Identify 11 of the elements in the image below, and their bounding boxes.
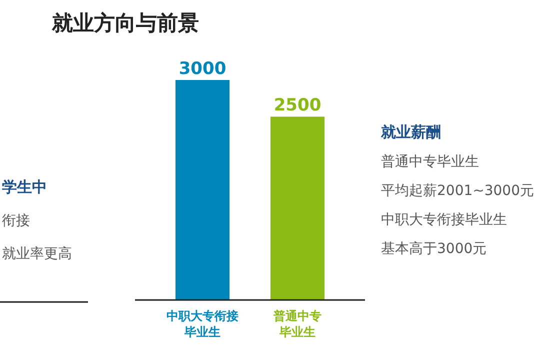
- text: 普通中专毕业生: [381, 153, 479, 170]
- text: 衔接: [2, 213, 30, 229]
- text: 中职大专衔接毕业生: [381, 212, 507, 228]
- text: 就业薪酬: [380, 123, 441, 141]
- text: 就业率更高: [2, 246, 72, 262]
- data-label: 2500: [274, 96, 322, 116]
- data-label: 3000: [178, 59, 226, 79]
- text: 基本高于3000元: [381, 241, 487, 257]
- text: 平均起薪2001~3000元: [381, 183, 534, 199]
- text: 学生中: [2, 178, 47, 196]
- title: 就业方向与前景: [52, 11, 199, 35]
